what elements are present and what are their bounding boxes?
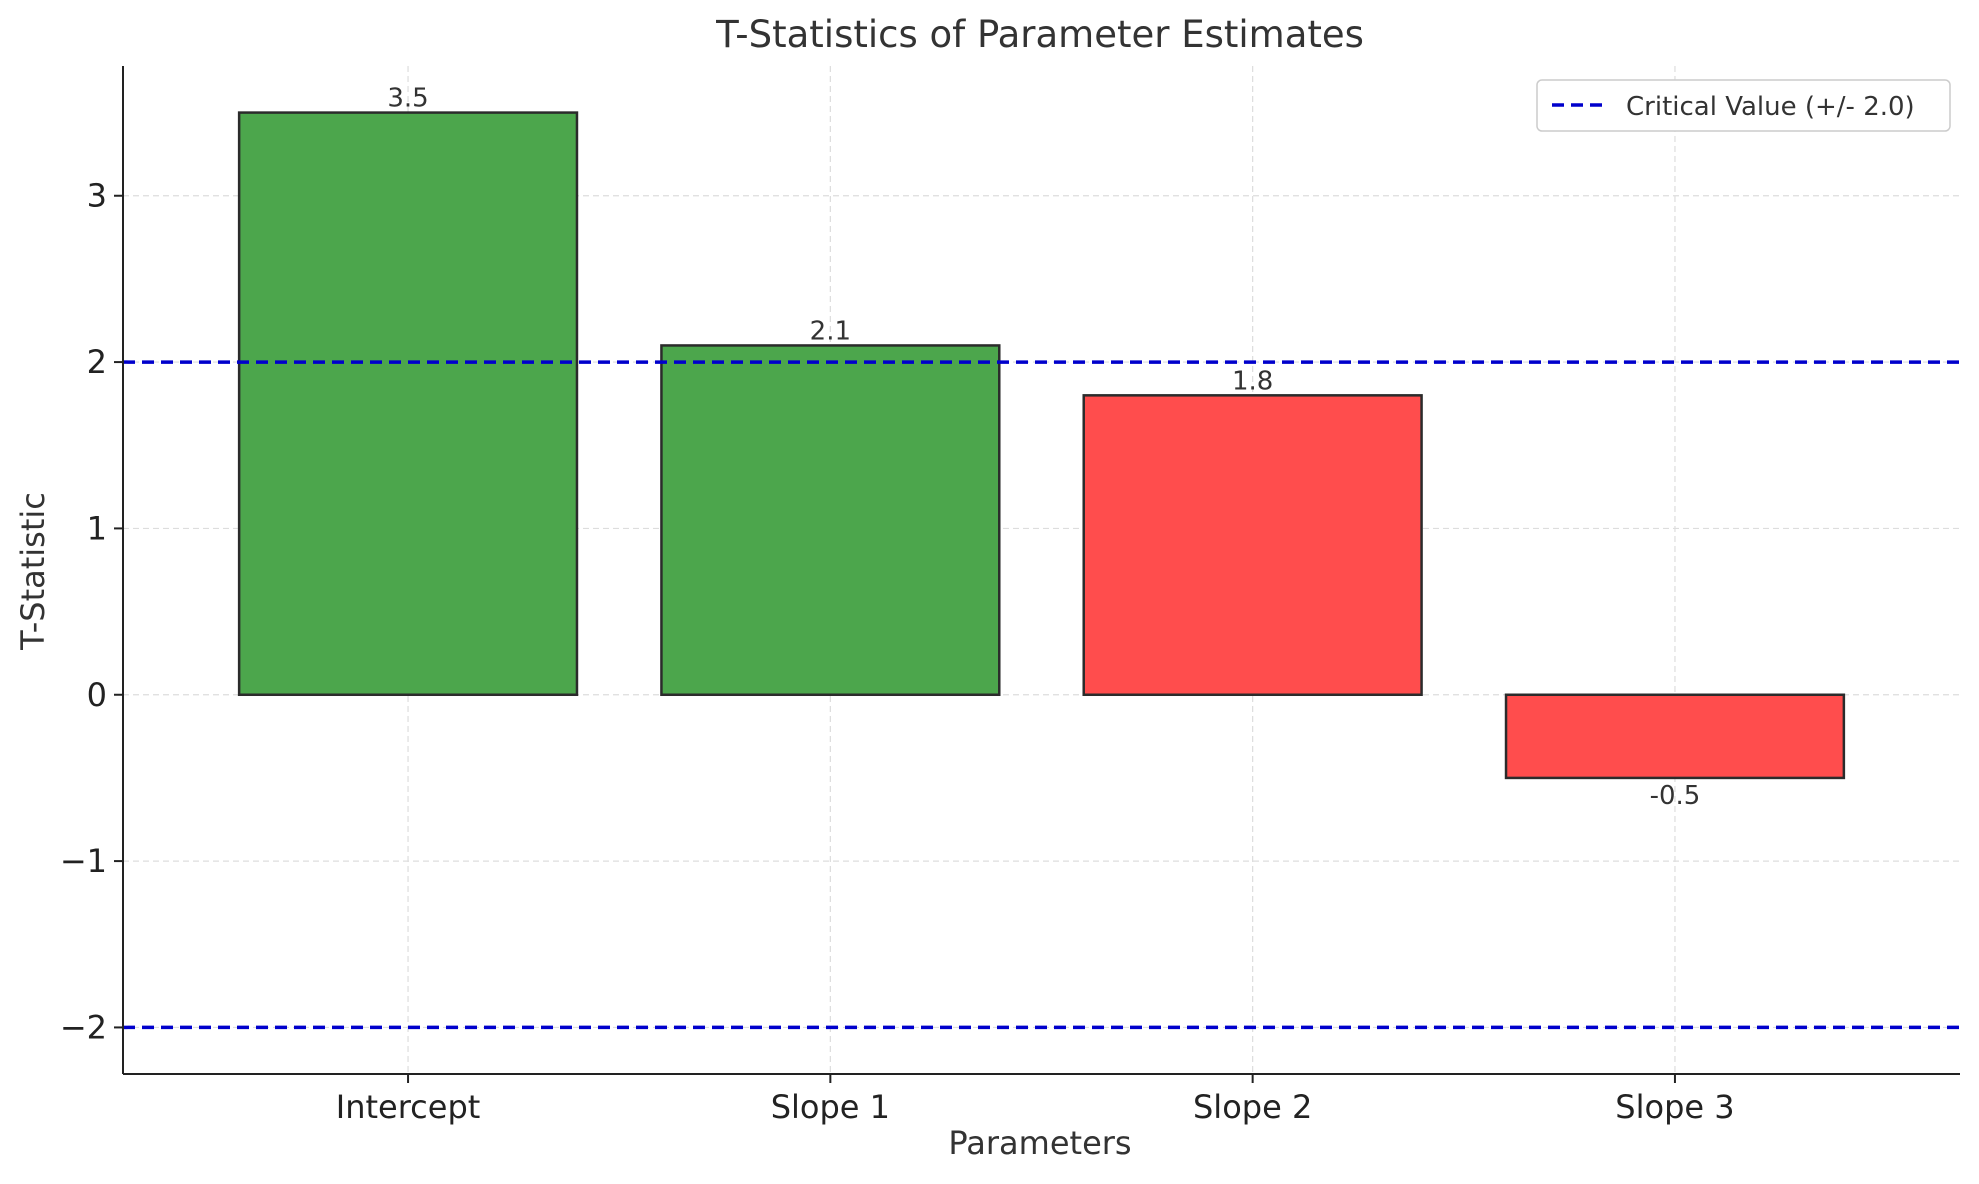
y-tick-label: 0 [87,676,107,714]
y-tick-label: −2 [60,1008,107,1046]
legend-entry-label: Critical Value (+/- 2.0) [1626,92,1915,122]
y-tick-label: 2 [87,343,107,381]
x-tick-label: Slope 1 [771,1088,890,1126]
x-tick-label: Slope 2 [1193,1088,1312,1126]
y-tick-label: 3 [87,177,107,215]
data-label-layer: 3.5 2.1 1.8 -0.5 [387,84,1700,811]
bar-intercept [237,111,579,697]
data-label: 3.5 [387,84,428,114]
y-tick-label: 1 [87,509,107,547]
bar-slope-2 [1082,394,1423,697]
reference-line-layer [123,360,1960,1030]
y-tick-label: −1 [60,842,107,880]
y-axis-label: T-Statistic [14,492,52,651]
bar-slope-3 [1504,693,1846,780]
legend: Critical Value (+/- 2.0) [1536,79,1951,132]
chart-title: T-Statistics of Parameter Estimates [715,13,1364,56]
x-tick-label: Intercept [336,1088,481,1126]
bar-layer [237,111,1846,780]
data-label: 2.1 [810,316,851,346]
x-axis-label: Parameters [948,1124,1131,1162]
legend-box [1536,79,1951,132]
x-tick-label: Slope 3 [1615,1088,1734,1126]
bar-slope-1 [660,344,1001,697]
data-label: -0.5 [1650,781,1701,811]
data-label: 1.8 [1232,366,1273,396]
axis-layer: −2 −1 0 1 2 3 Intercept Slope 1 Slope 2 Slope 3 [60,66,1960,1126]
